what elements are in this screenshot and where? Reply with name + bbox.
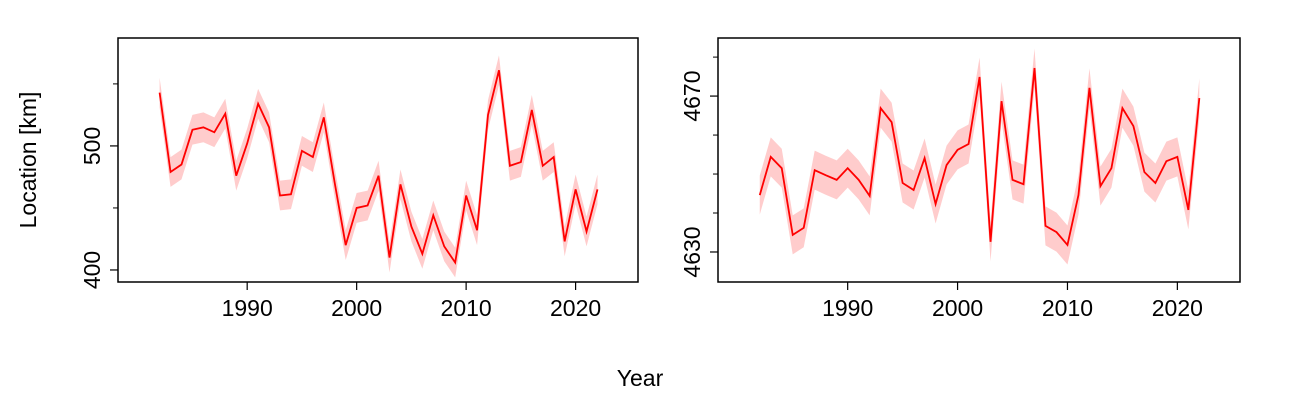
y-tick-label: 400: [79, 251, 105, 289]
y-tick-label: 500: [79, 127, 105, 165]
y-tick-label: 4670: [679, 70, 705, 121]
x-tick-label: 1990: [222, 295, 273, 321]
x-tick-label: 2010: [1042, 295, 1093, 321]
x-tick-label: 2000: [932, 295, 983, 321]
x-tick-label: 2010: [441, 295, 492, 321]
x-tick-label: 2020: [550, 295, 601, 321]
confidence-band: [759, 48, 1200, 265]
data-line: [158, 70, 599, 265]
data-line: [758, 67, 1201, 247]
x-tick-label: 2020: [1152, 295, 1203, 321]
confidence-band: [159, 55, 598, 278]
plot-frame: [117, 37, 639, 283]
x-tick-label: 2000: [331, 295, 382, 321]
y-axis-label: Location [km]: [15, 92, 41, 229]
y-tick-label: 4630: [679, 226, 705, 277]
x-tick-label: 1990: [822, 295, 873, 321]
plot-frame: [717, 37, 1241, 283]
x-axis-label: Year: [617, 365, 664, 391]
